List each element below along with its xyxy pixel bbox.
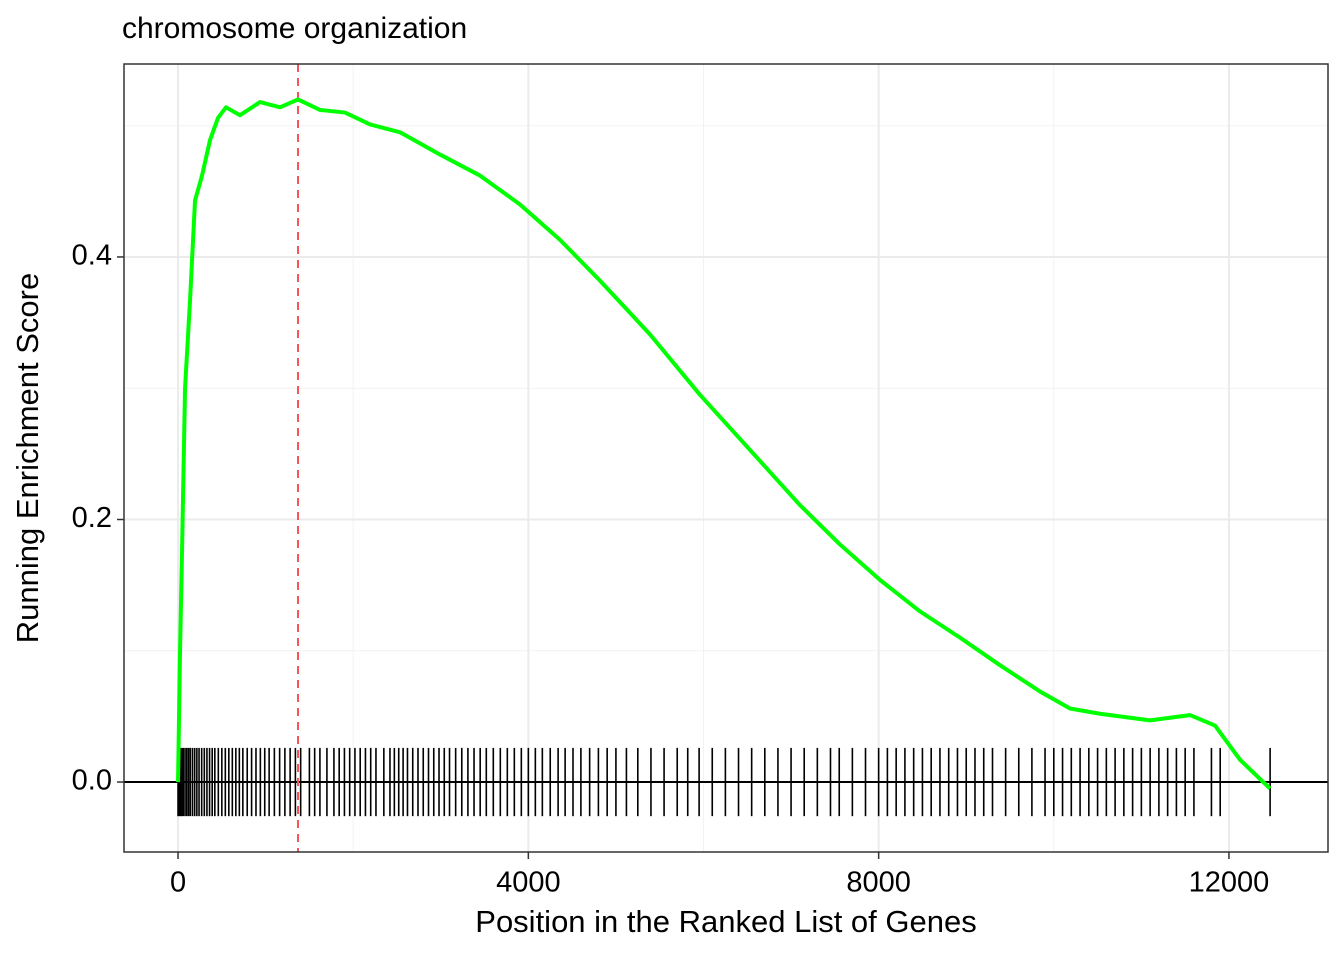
- x-tick-label: 0: [170, 867, 186, 899]
- y-tick-label: 0.2: [72, 502, 112, 534]
- es-line: [176, 97, 1272, 791]
- y-axis-label: Running Enrichment Score: [10, 273, 45, 643]
- y-tick-label: 0.4: [72, 240, 112, 272]
- x-tick-label: 4000: [496, 867, 561, 899]
- panel-border: [123, 63, 1329, 853]
- x-tick-label: 12000: [1189, 867, 1270, 899]
- y-tick-label: 0.0: [72, 765, 112, 797]
- x-axis-label: Position in the Ranked List of Genes: [475, 904, 976, 939]
- chart-title: chromosome organization: [122, 12, 467, 45]
- x-tick-label: 8000: [846, 867, 911, 899]
